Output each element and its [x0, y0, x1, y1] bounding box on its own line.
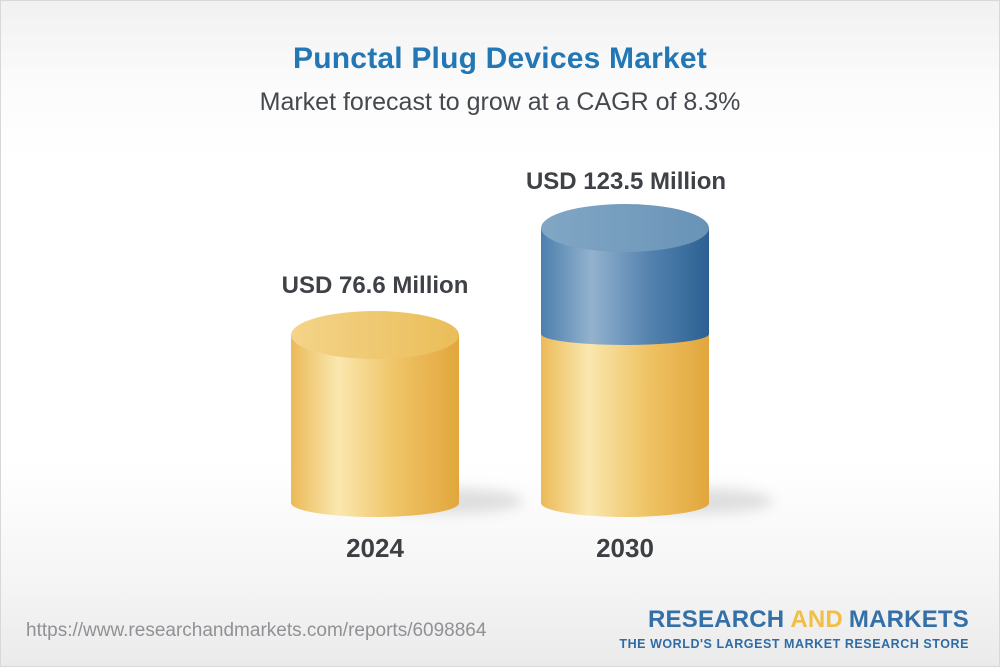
- value-label-2024: USD 76.6 Million: [281, 272, 469, 299]
- cylinder-2030-top: [541, 204, 709, 252]
- cylinder-2024-top: [291, 311, 459, 359]
- cylinder-2030: [541, 204, 709, 517]
- page-title: Punctal Plug Devices Market: [293, 42, 707, 75]
- cylinder-2030-blue-body: [541, 228, 709, 345]
- cylinder-2024: [291, 311, 459, 517]
- logo-word-markets: MARKETS: [848, 606, 969, 633]
- cylinder-2024-body: [291, 335, 459, 517]
- logo-word-research: RESEARCH: [648, 606, 785, 633]
- logo-wordmark: RESEARCH AND MARKETS: [619, 606, 969, 634]
- page-subtitle: Market forecast to grow at a CAGR of 8.3…: [259, 88, 741, 116]
- logo-word-and: AND: [790, 606, 843, 633]
- category-label-2030: 2030: [596, 533, 654, 563]
- cylinder-2030-gold-body: [541, 334, 709, 517]
- research-and-markets-logo: RESEARCH AND MARKETS THE WORLD'S LARGEST M…: [619, 606, 969, 651]
- category-label-2024: 2024: [346, 533, 404, 563]
- source-url: https://www.researchandmarkets.com/repor…: [26, 620, 487, 641]
- value-label-2030: USD 123.5 Million: [525, 168, 727, 195]
- logo-tagline: THE WORLD'S LARGEST MARKET RESEARCH STOR…: [619, 637, 969, 651]
